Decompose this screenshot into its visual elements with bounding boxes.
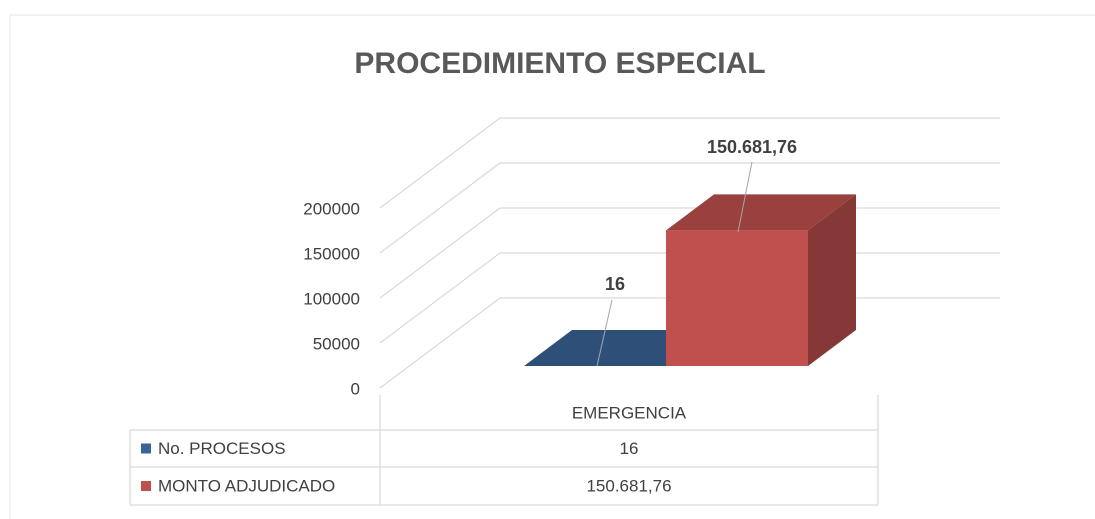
x-tick-label: EMERGENCIA <box>572 403 687 422</box>
y-tick-label: 0 <box>351 379 360 398</box>
data-label: 16 <box>605 274 625 294</box>
data-label: 150.681,76 <box>707 137 797 157</box>
grid-line <box>379 162 501 254</box>
y-tick-label: 200000 <box>303 199 360 218</box>
grid-line <box>379 117 501 209</box>
legend-label: MONTO ADJUDICADO <box>158 476 335 495</box>
grid-line <box>379 207 501 299</box>
y-tick-label: 100000 <box>303 289 360 308</box>
legend-swatch <box>141 443 151 454</box>
bar-side <box>808 194 856 366</box>
table-value: 150.681,76 <box>586 476 671 495</box>
y-tick-label: 50000 <box>313 334 360 353</box>
chart-title: PROCEDIMIENTO ESPECIAL <box>354 47 765 80</box>
grid-line <box>379 297 501 389</box>
legend-swatch <box>141 481 151 491</box>
legend-label: No. PROCESOS <box>158 439 286 458</box>
table-value: 16 <box>620 439 639 458</box>
bar-top <box>666 194 856 231</box>
grid-line <box>379 252 501 344</box>
bar <box>666 230 808 366</box>
y-tick-label: 150000 <box>303 244 360 263</box>
leader-line <box>737 161 753 233</box>
chart-frame <box>9 14 1095 519</box>
leader-line <box>596 299 613 367</box>
